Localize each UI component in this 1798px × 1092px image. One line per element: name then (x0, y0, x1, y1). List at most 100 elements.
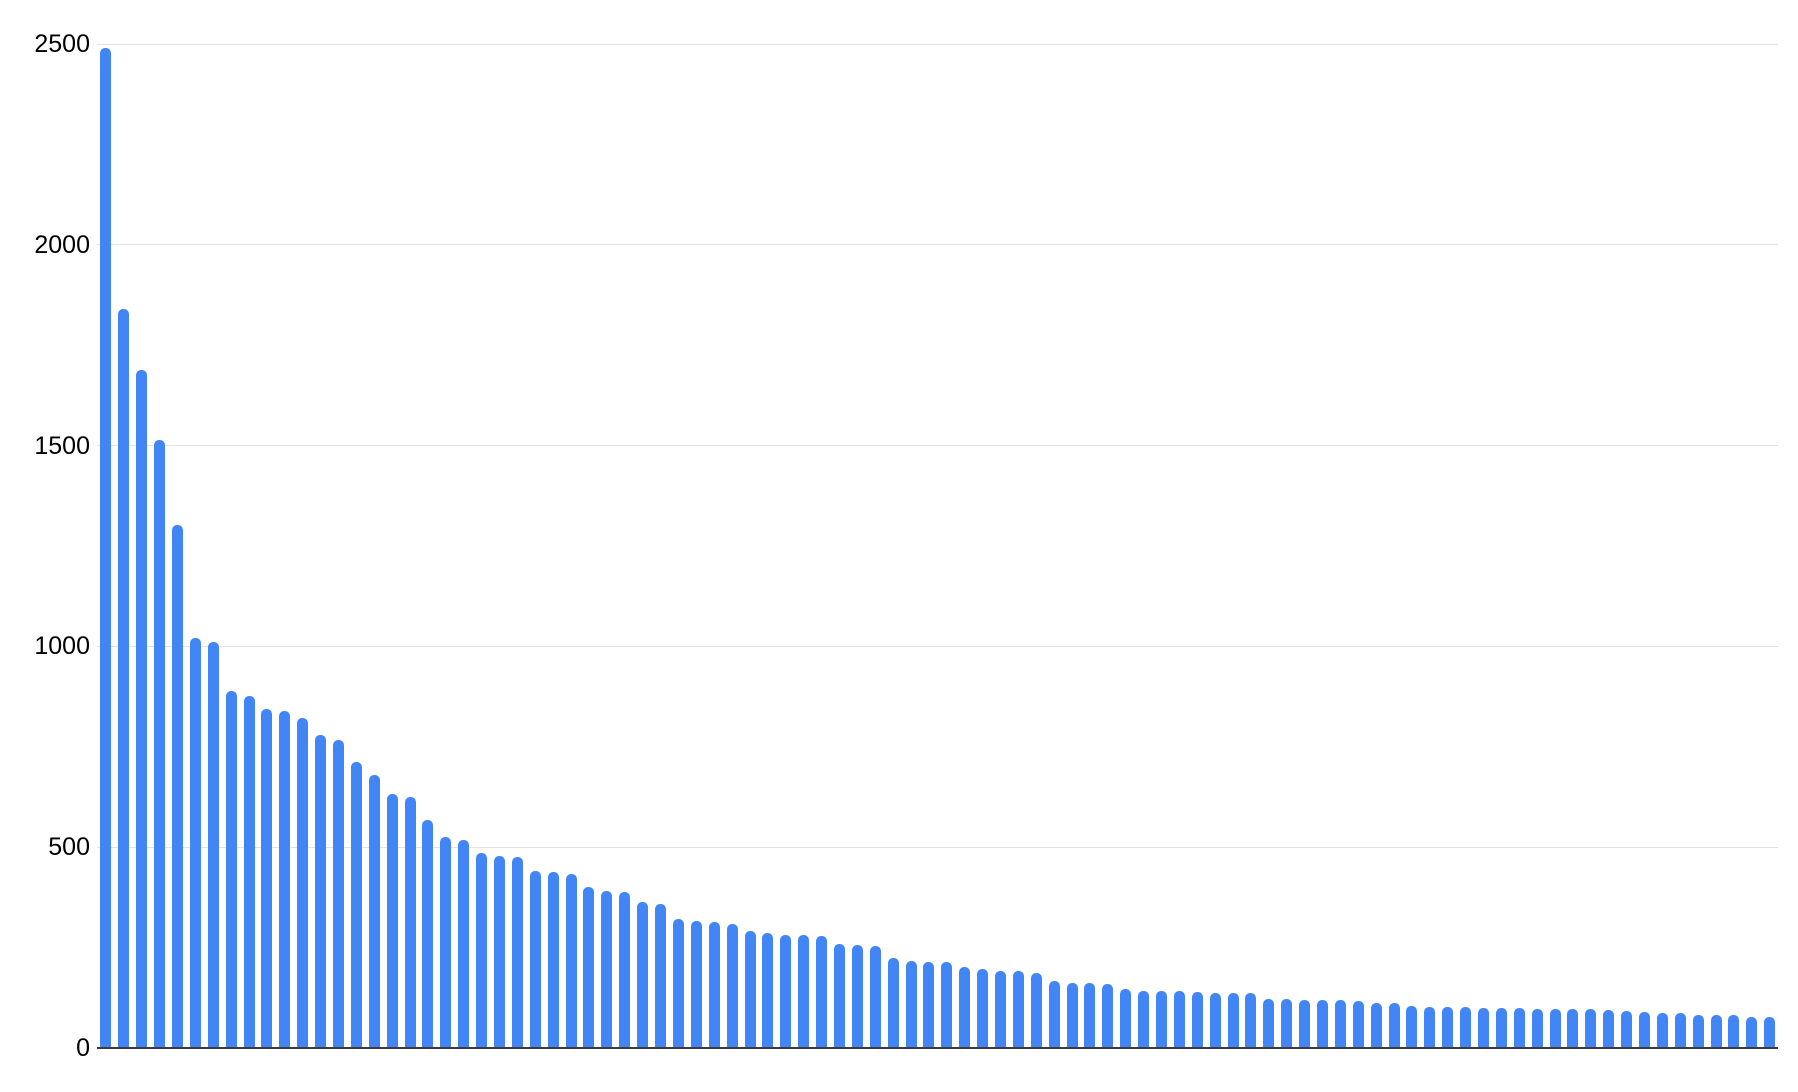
bar-93[interactable] (1746, 1016, 1758, 1048)
bar-48[interactable] (941, 962, 953, 1048)
bar-5[interactable] (172, 524, 183, 1048)
bar-51[interactable] (994, 970, 1006, 1048)
bar-13[interactable] (315, 735, 327, 1048)
bar-62[interactable] (1191, 992, 1203, 1048)
bar-1[interactable] (100, 48, 112, 1048)
bar-57[interactable] (1102, 983, 1114, 1048)
bar-41[interactable] (816, 935, 828, 1048)
bar-71[interactable] (1352, 1000, 1364, 1048)
bar-54[interactable] (1048, 981, 1060, 1048)
bar-80[interactable] (1513, 1008, 1525, 1048)
bar-82[interactable] (1549, 1008, 1561, 1048)
bar-7[interactable] (207, 641, 219, 1048)
bar-26[interactable] (547, 871, 559, 1048)
bar-3[interactable] (136, 369, 148, 1048)
bar-66[interactable] (1263, 998, 1275, 1048)
bar-40[interactable] (798, 935, 810, 1048)
bar-92[interactable] (1728, 1015, 1740, 1048)
bar-17[interactable] (386, 794, 398, 1048)
bar-32[interactable] (655, 904, 667, 1048)
bar-9[interactable] (243, 696, 255, 1048)
bar-50[interactable] (977, 968, 989, 1048)
bar-22[interactable] (476, 853, 488, 1048)
bar-36[interactable] (726, 923, 738, 1048)
bar-38[interactable] (762, 933, 774, 1048)
bar-4[interactable] (154, 440, 166, 1048)
bar-35[interactable] (708, 921, 720, 1048)
bar-67[interactable] (1281, 999, 1293, 1048)
bar-79[interactable] (1495, 1007, 1507, 1048)
bar-90[interactable] (1692, 1014, 1704, 1048)
bar-28[interactable] (583, 887, 595, 1048)
bar-slot-75 (1421, 44, 1439, 1048)
bar-47[interactable] (923, 961, 935, 1048)
bar-86[interactable] (1621, 1010, 1633, 1048)
bar-65[interactable] (1245, 992, 1257, 1048)
bar-slot-61 (1170, 44, 1188, 1048)
bar-83[interactable] (1567, 1008, 1579, 1048)
bar-87[interactable] (1639, 1012, 1651, 1048)
bar-2[interactable] (118, 308, 130, 1048)
bar-slot-79 (1492, 44, 1510, 1048)
bar-88[interactable] (1656, 1012, 1668, 1048)
bar-53[interactable] (1030, 973, 1042, 1048)
bar-69[interactable] (1317, 1000, 1328, 1048)
bar-43[interactable] (851, 944, 863, 1048)
bar-70[interactable] (1334, 1000, 1346, 1048)
bar-73[interactable] (1388, 1003, 1400, 1048)
bar-64[interactable] (1227, 992, 1239, 1048)
bar-89[interactable] (1674, 1013, 1686, 1048)
bar-slot-33 (670, 44, 688, 1048)
bar-37[interactable] (744, 931, 756, 1048)
bar-49[interactable] (959, 966, 971, 1048)
bar-75[interactable] (1424, 1006, 1436, 1048)
bar-58[interactable] (1120, 988, 1132, 1048)
bar-81[interactable] (1531, 1008, 1543, 1048)
bar-34[interactable] (690, 921, 702, 1048)
bar-15[interactable] (350, 762, 362, 1048)
bar-74[interactable] (1406, 1006, 1418, 1048)
bar-16[interactable] (368, 775, 380, 1048)
bar-84[interactable] (1585, 1009, 1597, 1048)
bar-60[interactable] (1155, 990, 1167, 1048)
bar-55[interactable] (1066, 982, 1078, 1048)
bar-21[interactable] (458, 839, 470, 1048)
bar-78[interactable] (1478, 1007, 1490, 1048)
bar-42[interactable] (833, 944, 845, 1048)
bar-94[interactable] (1764, 1017, 1776, 1048)
bar-29[interactable] (601, 890, 613, 1048)
bar-12[interactable] (297, 718, 309, 1048)
bar-45[interactable] (887, 958, 899, 1048)
bar-44[interactable] (869, 945, 881, 1048)
bar-56[interactable] (1084, 983, 1096, 1048)
bar-46[interactable] (905, 960, 917, 1048)
bar-10[interactable] (261, 709, 273, 1048)
bar-18[interactable] (404, 797, 416, 1048)
bar-68[interactable] (1299, 999, 1311, 1048)
bar-72[interactable] (1370, 1003, 1382, 1048)
bar-39[interactable] (780, 934, 792, 1048)
bar-31[interactable] (637, 901, 649, 1048)
bar-25[interactable] (529, 870, 541, 1048)
bar-20[interactable] (440, 836, 452, 1048)
bar-61[interactable] (1173, 990, 1185, 1048)
bar-slot-27 (562, 44, 580, 1048)
bar-14[interactable] (333, 739, 345, 1048)
bar-slot-84 (1582, 44, 1600, 1048)
bar-91[interactable] (1710, 1015, 1722, 1048)
bar-6[interactable] (189, 637, 201, 1048)
bar-33[interactable] (672, 919, 684, 1048)
bar-8[interactable] (225, 690, 237, 1048)
bar-85[interactable] (1603, 1010, 1615, 1048)
bar-24[interactable] (511, 857, 523, 1048)
bar-63[interactable] (1209, 992, 1221, 1048)
bar-52[interactable] (1012, 971, 1024, 1048)
bar-27[interactable] (565, 873, 577, 1048)
bar-30[interactable] (619, 891, 631, 1048)
bar-19[interactable] (422, 820, 434, 1048)
bar-76[interactable] (1442, 1007, 1454, 1048)
bar-59[interactable] (1138, 990, 1150, 1048)
bar-11[interactable] (279, 711, 291, 1048)
bar-23[interactable] (494, 855, 506, 1048)
bar-77[interactable] (1460, 1007, 1472, 1048)
